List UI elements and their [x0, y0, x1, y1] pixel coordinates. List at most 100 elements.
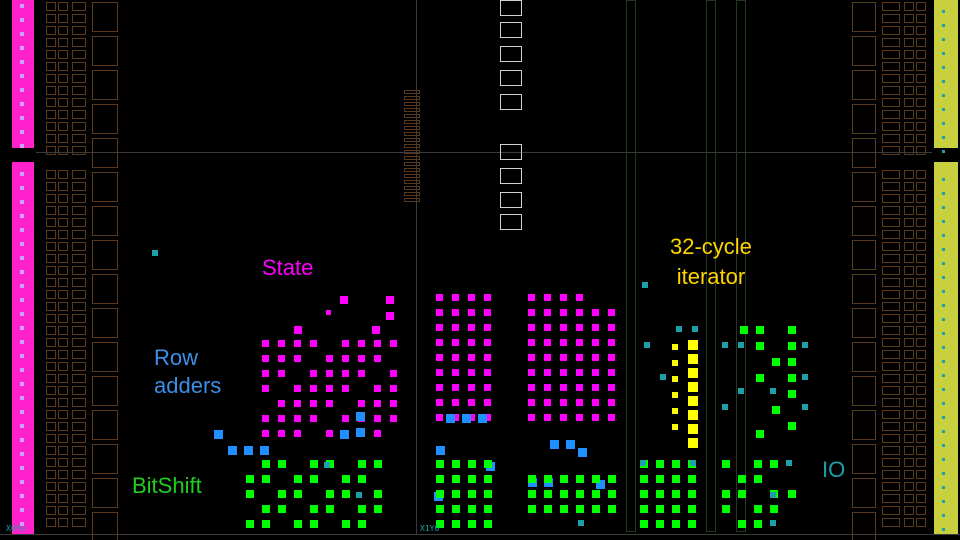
placed-cell [436, 384, 443, 391]
tile-outline [46, 74, 56, 83]
placed-cell [754, 505, 762, 513]
tile-outline [72, 134, 86, 143]
io-pin [20, 340, 24, 344]
placed-cell [468, 384, 475, 391]
tile-outline [72, 170, 86, 179]
io-pin [20, 312, 24, 316]
tile-outline [916, 482, 926, 491]
placed-cell [484, 414, 491, 421]
io-pin [942, 38, 945, 41]
placed-cell [608, 339, 615, 346]
tile-outline [904, 254, 914, 263]
placed-cell [468, 505, 476, 513]
tile-outline [92, 206, 118, 236]
placed-cell [246, 475, 254, 483]
placed-cell [468, 399, 475, 406]
io-pin [20, 32, 24, 36]
tile-outline [904, 74, 914, 83]
placed-cell [608, 490, 616, 498]
tile-outline [92, 240, 118, 270]
tile-outline [72, 338, 86, 347]
tile-outline [92, 138, 118, 168]
tile-outline [916, 422, 926, 431]
tile-outline [852, 240, 876, 270]
tile-outline [92, 36, 118, 66]
placed-cell [390, 370, 397, 377]
placed-cell [772, 358, 780, 366]
placed-cell [386, 296, 394, 304]
bitshift-label: BitShift [132, 473, 202, 498]
placed-cell [672, 520, 680, 528]
placed-cell [608, 505, 616, 513]
io-pin [942, 304, 945, 307]
clock-buffer [404, 108, 420, 112]
placed-cell [294, 326, 302, 334]
placed-cell [326, 430, 333, 437]
tile-outline [72, 230, 86, 239]
placed-cell [802, 374, 808, 380]
io-pin [942, 178, 945, 181]
io-pin [20, 228, 24, 232]
placed-cell [310, 415, 317, 422]
placed-cell [356, 428, 365, 437]
placed-cell [436, 324, 443, 331]
io-pin [20, 172, 24, 176]
tile-outline [58, 110, 68, 119]
tile-outline [58, 278, 68, 287]
tile-outline [72, 146, 86, 155]
clock-buffer [404, 174, 420, 178]
io-pin [942, 276, 945, 279]
placed-cell [374, 415, 381, 422]
tile-outline [46, 398, 56, 407]
placed-cell [688, 368, 698, 378]
placed-cell [592, 399, 599, 406]
io-pin [942, 122, 945, 125]
placed-cell [484, 505, 492, 513]
tile-outline [916, 86, 926, 95]
placed-cell [672, 424, 678, 430]
placed-cell [592, 475, 600, 483]
placed-cell [608, 399, 615, 406]
placed-cell [452, 490, 460, 498]
tile-outline [882, 494, 900, 503]
left-io-column-bottom [12, 162, 34, 534]
io-pin [20, 466, 24, 470]
io-pin [942, 472, 945, 475]
placed-cell [358, 505, 366, 513]
placed-cell [374, 490, 382, 498]
placed-cell [310, 385, 317, 392]
tile-outline [916, 26, 926, 35]
tile-outline [46, 50, 56, 59]
io-pin [942, 206, 945, 209]
tile-outline [72, 122, 86, 131]
tile-outline [72, 326, 86, 335]
tile-outline [904, 350, 914, 359]
tile-outline [58, 230, 68, 239]
tile-outline [916, 230, 926, 239]
tile-outline [882, 338, 900, 347]
bottom-border [0, 534, 960, 535]
bram-outline [500, 70, 522, 86]
placed-cell [560, 369, 567, 376]
placed-cell [528, 294, 535, 301]
tile-outline [904, 494, 914, 503]
placed-cell [452, 414, 459, 421]
tile-outline [904, 410, 914, 419]
clock-buffer [404, 114, 420, 118]
tile-outline [46, 506, 56, 515]
placed-cell [688, 424, 698, 434]
placed-cell [468, 309, 475, 316]
tile-coord-label: X1Y0 [420, 524, 440, 533]
placed-cell [310, 370, 317, 377]
placed-cell [672, 392, 678, 398]
bram-outline [500, 214, 522, 230]
tile-outline [58, 398, 68, 407]
placed-cell [262, 340, 269, 347]
io-pin [20, 480, 24, 484]
placed-cell [528, 475, 536, 483]
placed-cell [326, 460, 334, 468]
tile-outline [882, 74, 900, 83]
tile-outline [904, 302, 914, 311]
placed-cell [528, 384, 535, 391]
placed-cell [754, 460, 762, 468]
